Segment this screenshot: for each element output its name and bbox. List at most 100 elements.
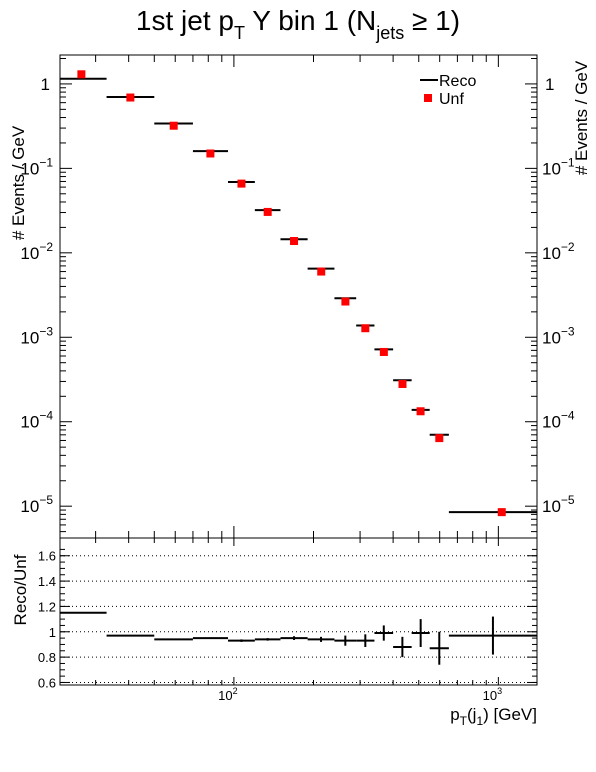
y-tick-label-right-exponent: −1 [561,155,575,169]
unf-point [435,434,444,443]
ratio-y-axis-label: Reco/Unf [11,554,30,625]
y-tick-label-right: 10−3 [542,324,575,347]
ratio-point [228,639,255,642]
ratio-point [106,634,155,637]
x-axis-label: pT(j1) [GeV] [450,705,537,728]
ratio-frame [59,537,538,686]
x-tick-label-exponent: 2 [233,686,238,696]
y-tick-label-base: 10 [20,497,39,516]
y-tick-label-right-exponent: −4 [561,409,575,423]
chart-title-mid: Y bin 1 (N [245,5,376,36]
y-tick-label: 10−1 [20,155,53,178]
x-axis-label-tail: ) [GeV] [483,705,537,724]
unf-point [341,297,350,306]
ratio-point [374,625,394,641]
y-tick-label-right: 10−4 [542,409,575,432]
unf-point [416,407,425,416]
ratio-point [192,637,229,640]
unf-point [77,70,86,79]
unf-point [290,237,299,246]
x-axis-label-sub2: 1 [476,714,483,728]
y-tick-label-right-base: 1 [545,75,554,94]
y-tick-label: 10−5 [20,493,53,516]
y-tick-label-base: 1 [41,75,50,94]
x-axis-label-main: p [450,705,459,724]
ratio-y-tick-label: 0.6 [38,675,56,690]
ratio-y-tick-labels: 0.6 0.8 1 1.2 1.4 1.6 [38,549,56,691]
ratio-point [393,636,412,658]
unf-point [317,267,326,276]
legend-unf-label: Unf [439,91,464,108]
y-tick-label-right: 10−1 [542,155,575,178]
unf-point [126,93,135,102]
reco-series [60,77,537,514]
y-tick-label-right-base: 10 [542,497,561,516]
x-tick-label: 102 [218,686,237,703]
y-tick-label-right: 1 [545,75,554,94]
unf-point [379,347,388,356]
y-tick-label-right-base: 10 [542,413,561,432]
ratio-y-tick-label: 1 [49,625,56,640]
x-tick-labels: 102 103 [218,686,502,703]
x-axis-label-sub1: T [460,714,468,728]
y-axis-label-right: # Events / GeV [572,60,591,175]
y-tick-label: 10−3 [20,324,53,347]
y-tick-label-exponent: −2 [39,240,53,254]
ratio-point [280,636,308,641]
ratio-point [356,634,375,647]
legend-reco-label: Reco [439,73,476,90]
y-tick-label-right: 10−2 [542,240,575,263]
chart-title-tail: ≥ 1) [404,5,460,36]
y-tick-label-right: 10−5 [542,493,575,516]
x-tick-label-exponent: 3 [497,686,502,696]
y-tick-label-right-exponent: −2 [561,240,575,254]
main-pad: 110−110−210−310−410−5 110−110−210−310−41… [9,54,591,539]
x-tick-label-base: 10 [218,688,232,703]
ratio-pad: 0.60.811.21.41.6 102 103 Reco/Unf pT(j1) … [11,537,538,728]
ratio-series [60,611,537,665]
chart-title-sub1: T [234,23,245,43]
unf-point [237,179,246,188]
y-tick-label-base: 10 [20,159,39,178]
y-tick-label-exponent: −4 [39,409,53,423]
ratio-y-tick-label: 1.2 [38,599,56,614]
ratio-axis-ticks [60,538,537,685]
ratio-point [448,616,537,655]
y-tick-label-exponent: −5 [39,493,53,507]
ratio-y-tick-label: 0.8 [38,650,56,665]
y-tick-label-base: 10 [20,244,39,263]
ratio-point [334,635,357,646]
y-tick-label-base: 10 [20,328,39,347]
chart-title-sub2: jets [375,23,404,43]
main-y-tick-labels: 110−110−210−310−410−5 [20,75,53,516]
unf-point [169,121,178,130]
y-tick-label-right-base: 10 [542,244,561,263]
unf-point [263,207,272,216]
ratio-y-tick-label: 1.6 [38,549,56,564]
ratio-point [60,611,107,614]
unf-point [206,149,215,158]
ratio-point [254,638,281,641]
ratio-point [429,631,449,665]
y-axis-label: # Events / GeV [9,125,28,240]
chart-title-main: 1st jet p [136,5,234,36]
main-frame [59,54,538,539]
ratio-point [411,619,430,647]
unf-point [497,508,506,517]
x-tick-label: 103 [483,686,502,703]
y-tick-label-exponent: −3 [39,324,53,338]
unf-point [398,379,407,388]
chart-title: 1st jet pT Y bin 1 (Njets ≥ 1) [136,5,460,43]
ratio-grid [60,555,537,683]
y-tick-label: 10−4 [20,409,53,432]
y-tick-label-exponent: −1 [39,155,53,169]
unf-point [361,324,370,333]
ratio-point [307,636,335,642]
y-tick-label-right-exponent: −5 [561,493,575,507]
y-tick-label: 10−2 [20,240,53,263]
main-axis-ticks [60,55,537,538]
x-axis-label-mid: (j [467,705,476,724]
legend-unf-marker [424,94,432,102]
legend: Reco Unf [420,73,476,108]
